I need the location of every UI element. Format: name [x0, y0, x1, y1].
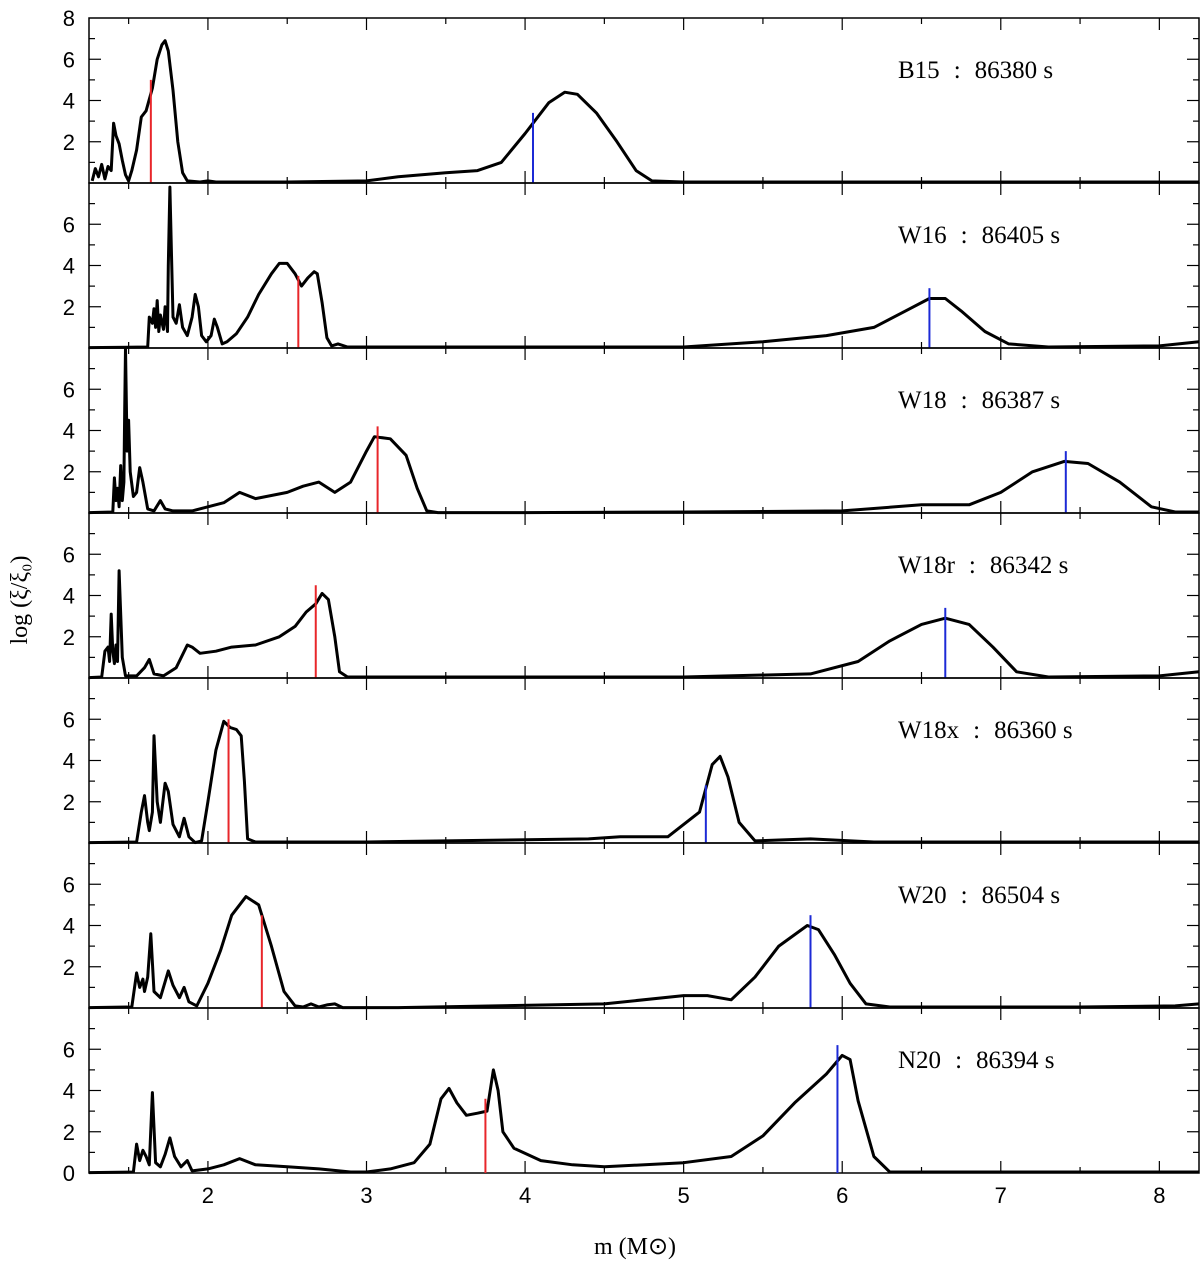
panel-w18x: 2 4 6 W18x:86360 s [63, 677, 1200, 845]
y-tick-label: 2 [63, 295, 75, 320]
panel-time: 86342 s [990, 552, 1068, 579]
y-tick-label: 2 [63, 460, 75, 485]
y-tick-label: 4 [63, 254, 75, 279]
y-tick-label: 6 [63, 542, 75, 567]
y-tick-label: 2 [63, 625, 75, 650]
y-tick-label: 2 [63, 955, 75, 980]
panel-time: 86394 s [976, 1047, 1054, 1074]
y-tick-label: 6 [63, 872, 75, 897]
y-tick-label: 6 [63, 212, 75, 237]
panel-label: W18x:86360 s [898, 717, 1073, 744]
panel-frame [88, 1007, 1200, 1174]
data-curve [88, 719, 1199, 845]
panel-model: W18 [898, 387, 947, 414]
x-tick-label: 3 [360, 1183, 372, 1208]
y-tick-label: 4 [63, 584, 75, 609]
x-axis-label: m (M⊙) [594, 1234, 676, 1260]
panel-time: 86380 s [975, 57, 1053, 84]
panel-model: W18x [898, 717, 960, 744]
panel-model: W20 [898, 882, 947, 909]
panel-label: B15:86380 s [898, 57, 1053, 84]
y-tick-label: 4 [63, 89, 75, 114]
y-axis-label: log (ξ/ξ₀) [7, 555, 33, 644]
y-tick-label: 4 [63, 749, 75, 774]
y-tick-label: 4 [63, 1079, 75, 1104]
panel-model: W16 [898, 222, 947, 249]
y-tick-label: 6 [63, 1037, 75, 1062]
panel-separator: : [961, 882, 968, 909]
data-curve [88, 346, 1199, 515]
y-tick-label: 2 [63, 1120, 75, 1145]
panel-frame [88, 182, 1200, 349]
panel-label: W18:86387 s [898, 387, 1060, 414]
panel-time: 86504 s [982, 882, 1060, 909]
x-tick-label: 8 [1153, 1183, 1165, 1208]
x-tick-label: 2 [202, 1183, 214, 1208]
y-tick-label: 0 [63, 1161, 75, 1186]
panel-label: W20:86504 s [898, 882, 1060, 909]
y-tick-label: 2 [63, 130, 75, 155]
x-tick-label: 6 [836, 1183, 848, 1208]
y-tick-label: 6 [63, 47, 75, 72]
data-curve [88, 895, 1200, 1010]
y-tick-label: 6 [63, 377, 75, 402]
data-curve [88, 185, 1200, 350]
panel-b15: 2 4 6 8 B15:86380 s [63, 6, 1200, 184]
panel-label: W18r:86342 s [898, 552, 1068, 579]
x-tick-label: 7 [995, 1183, 1007, 1208]
data-curve [88, 569, 1200, 680]
data-curve [88, 1053, 1199, 1175]
panel-w18: 2 4 6 W18:86387 s [63, 346, 1200, 515]
panel-separator: : [961, 387, 968, 414]
data-curve [90, 39, 1199, 184]
y-tick-label: 8 [63, 6, 75, 31]
panel-w18r: 2 4 6 W18r:86342 s [63, 512, 1200, 680]
panel-model: B15 [898, 57, 940, 84]
y-tick-label: 6 [63, 707, 75, 732]
panel-frame [88, 842, 1200, 1009]
panel-separator: : [954, 57, 961, 84]
panel-time: 86405 s [982, 222, 1060, 249]
y-tick-label: 4 [63, 419, 75, 444]
panel-label: N20:86394 s [898, 1047, 1055, 1074]
y-tick-label: 2 [63, 790, 75, 815]
panel-frame [88, 17, 1200, 184]
x-tick-label: 4 [519, 1183, 531, 1208]
panel-n20: 0 2 4 6 N20:86394 s [63, 1007, 1200, 1186]
panel-separator: : [969, 552, 976, 579]
panel-frame [88, 512, 1200, 679]
panel-time: 86387 s [982, 387, 1060, 414]
y-tick-label: 4 [63, 914, 75, 939]
panel-w16: 2 4 6 W16:86405 s [63, 182, 1200, 350]
panel-separator: : [961, 222, 968, 249]
panel-label: W16:86405 s [898, 222, 1060, 249]
panel-w20: 2 4 6 W20:86504 s [63, 842, 1200, 1010]
panel-separator: : [955, 1047, 962, 1074]
panel-model: N20 [898, 1047, 941, 1074]
panel-frame [88, 677, 1200, 844]
panel-time: 86360 s [994, 717, 1072, 744]
panel-separator: : [973, 717, 980, 744]
panel-model: W18r [898, 552, 956, 579]
panel-frame [88, 347, 1200, 514]
x-tick-label: 5 [678, 1183, 690, 1208]
